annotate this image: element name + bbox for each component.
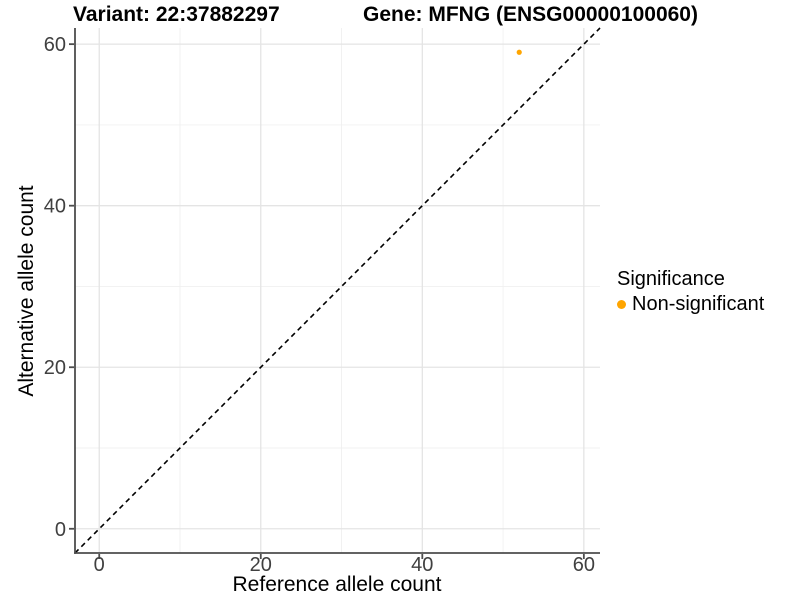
plot-title-variant: Variant: 22:37882297 xyxy=(73,3,280,26)
legend-item-non-significant: Non-significant xyxy=(617,292,764,316)
x-axis-title: Reference allele count xyxy=(232,573,442,596)
plot-title-gene: Gene: MFNG (ENSG00000100060) xyxy=(363,3,698,26)
y-tick-label: 0 xyxy=(55,519,66,541)
y-axis-title: Alternative allele count xyxy=(15,185,38,397)
identity-line xyxy=(74,27,601,554)
x-tick-label: 20 xyxy=(250,554,272,576)
y-tick-label: 40 xyxy=(44,196,66,218)
y-tick-label: 60 xyxy=(44,34,66,56)
legend: Significance Non-significant xyxy=(617,267,764,316)
x-tick-label: 40 xyxy=(411,554,433,576)
legend-title: Significance xyxy=(617,268,725,290)
x-tick-label: 60 xyxy=(573,554,595,576)
legend-item-label: Non-significant xyxy=(632,293,765,315)
x-tick-label: 0 xyxy=(94,554,105,576)
y-tick-label: 20 xyxy=(44,357,66,379)
legend-point-icon xyxy=(617,299,626,309)
data-point xyxy=(516,49,522,55)
